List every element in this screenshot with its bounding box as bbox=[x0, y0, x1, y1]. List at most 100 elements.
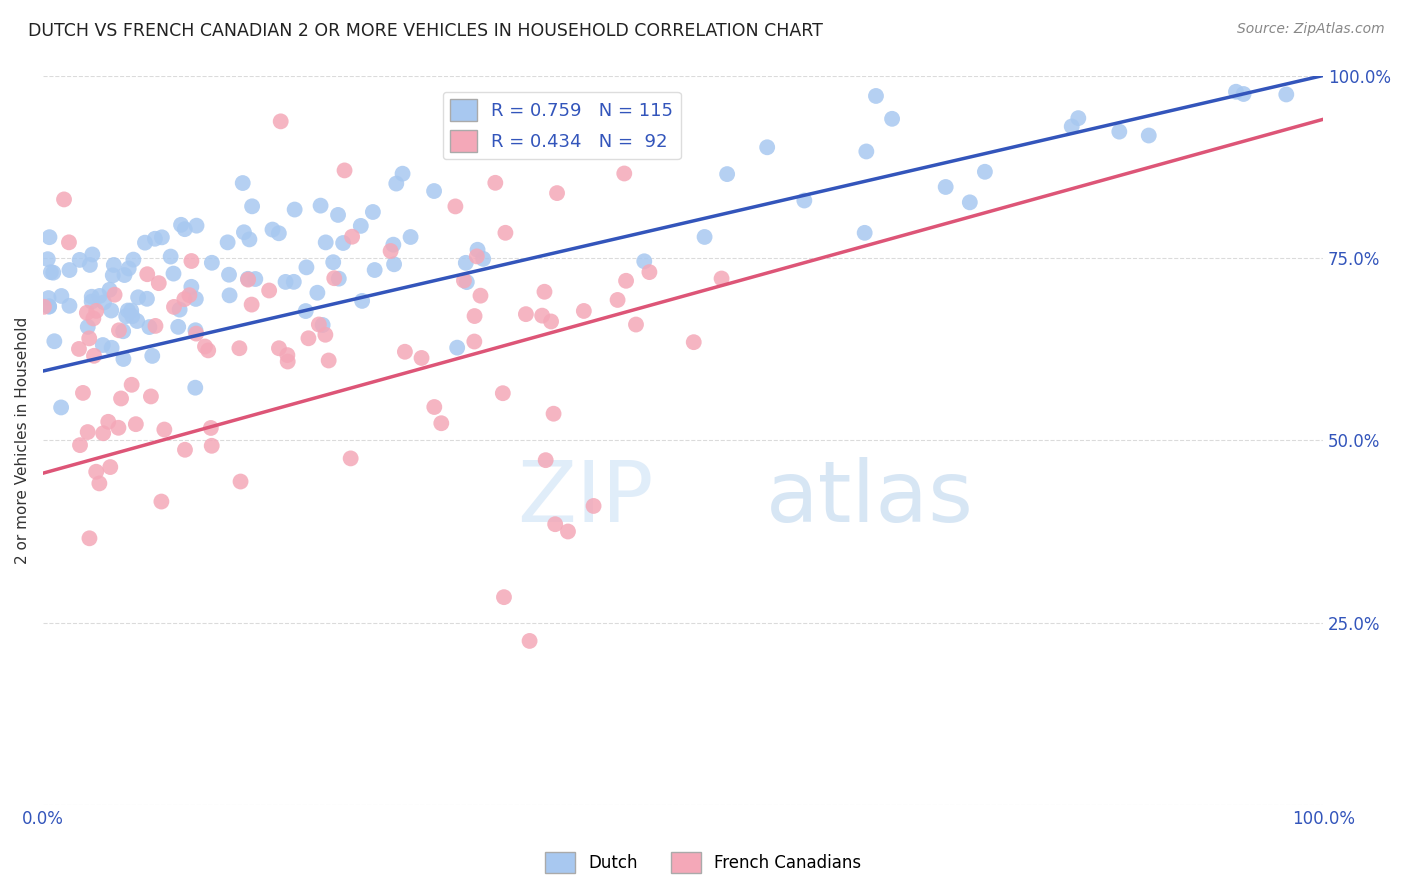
Point bbox=[76, 306, 98, 320]
Point bbox=[294, 304, 316, 318]
Point bbox=[134, 235, 156, 250]
Point bbox=[307, 285, 329, 300]
Point bbox=[274, 275, 297, 289]
Point bbox=[44, 334, 66, 349]
Point bbox=[238, 232, 260, 246]
Point bbox=[515, 307, 537, 321]
Point bbox=[240, 297, 263, 311]
Point bbox=[108, 323, 131, 337]
Point bbox=[38, 300, 60, 314]
Point bbox=[540, 314, 562, 328]
Point bbox=[492, 386, 515, 401]
Point bbox=[494, 226, 516, 240]
Point bbox=[276, 348, 298, 362]
Point bbox=[76, 319, 98, 334]
Point bbox=[492, 590, 515, 604]
Point bbox=[236, 272, 259, 286]
Point bbox=[148, 276, 170, 290]
Point bbox=[793, 194, 815, 208]
Point bbox=[295, 260, 318, 275]
Point bbox=[236, 272, 259, 286]
Point bbox=[423, 400, 446, 414]
Point bbox=[167, 319, 190, 334]
Point bbox=[257, 284, 280, 298]
Point bbox=[446, 341, 468, 355]
Point bbox=[240, 199, 263, 213]
Point bbox=[79, 531, 101, 545]
Point bbox=[80, 290, 103, 304]
Point bbox=[339, 451, 361, 466]
Point bbox=[572, 304, 595, 318]
Point bbox=[218, 288, 240, 302]
Point bbox=[544, 517, 567, 532]
Legend: R = 0.759   N = 115, R = 0.434   N =  92: R = 0.759 N = 115, R = 0.434 N = 92 bbox=[443, 92, 681, 160]
Point bbox=[107, 421, 129, 435]
Point bbox=[170, 218, 193, 232]
Point bbox=[657, 139, 679, 153]
Point bbox=[122, 252, 145, 267]
Point bbox=[880, 112, 903, 126]
Point bbox=[277, 354, 299, 368]
Point bbox=[150, 230, 173, 244]
Point bbox=[82, 311, 104, 326]
Point bbox=[139, 389, 162, 403]
Point bbox=[217, 235, 239, 250]
Point bbox=[394, 344, 416, 359]
Point bbox=[710, 271, 733, 285]
Point bbox=[51, 289, 73, 303]
Point bbox=[58, 263, 80, 277]
Point bbox=[37, 252, 59, 267]
Point bbox=[200, 421, 222, 435]
Point bbox=[162, 267, 184, 281]
Point bbox=[153, 423, 176, 437]
Point bbox=[283, 275, 305, 289]
Point bbox=[67, 342, 90, 356]
Point bbox=[557, 524, 579, 539]
Point bbox=[350, 219, 373, 233]
Point bbox=[174, 442, 197, 457]
Point bbox=[546, 186, 568, 200]
Point bbox=[267, 341, 290, 355]
Point bbox=[560, 112, 582, 127]
Point bbox=[103, 287, 125, 301]
Point bbox=[93, 295, 115, 310]
Point bbox=[145, 318, 167, 333]
Text: Source: ZipAtlas.com: Source: ZipAtlas.com bbox=[1237, 22, 1385, 37]
Point bbox=[91, 338, 114, 352]
Point bbox=[633, 254, 655, 268]
Point bbox=[91, 426, 114, 441]
Point bbox=[42, 266, 65, 280]
Point bbox=[194, 339, 217, 353]
Point bbox=[865, 89, 887, 103]
Point bbox=[49, 401, 72, 415]
Point bbox=[115, 309, 138, 323]
Point bbox=[114, 268, 136, 282]
Y-axis label: 2 or more Vehicles in Household: 2 or more Vehicles in Household bbox=[15, 317, 30, 564]
Point bbox=[456, 275, 478, 289]
Point bbox=[120, 303, 142, 318]
Text: atlas: atlas bbox=[766, 458, 974, 541]
Point bbox=[121, 310, 143, 324]
Point bbox=[159, 250, 181, 264]
Point bbox=[484, 176, 506, 190]
Point bbox=[180, 254, 202, 268]
Point bbox=[270, 114, 292, 128]
Point bbox=[143, 232, 166, 246]
Point bbox=[101, 268, 124, 283]
Point bbox=[53, 193, 76, 207]
Point bbox=[1060, 120, 1083, 134]
Point bbox=[173, 292, 195, 306]
Point bbox=[453, 273, 475, 287]
Point bbox=[76, 425, 98, 439]
Point bbox=[110, 392, 132, 406]
Point bbox=[79, 258, 101, 272]
Point bbox=[1225, 85, 1247, 99]
Point bbox=[638, 265, 661, 279]
Point bbox=[315, 235, 337, 250]
Point bbox=[232, 225, 254, 239]
Point bbox=[38, 300, 60, 314]
Point bbox=[103, 258, 125, 272]
Point bbox=[624, 318, 647, 332]
Point bbox=[399, 230, 422, 244]
Point bbox=[72, 385, 94, 400]
